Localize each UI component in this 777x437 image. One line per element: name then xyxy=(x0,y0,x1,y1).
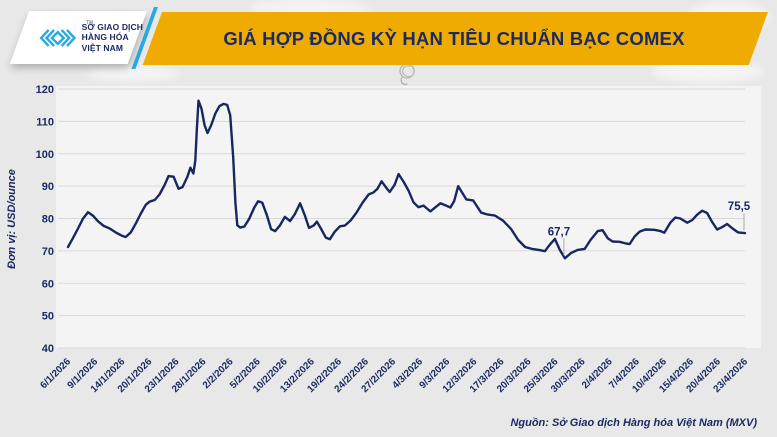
y-tick-label: 70 xyxy=(42,246,54,258)
mxv-logo-icon xyxy=(39,28,77,47)
y-tick-label: 90 xyxy=(42,181,54,193)
y-tick-label: 60 xyxy=(42,278,54,290)
title-banner: GIÁ HỢP ĐỒNG KỲ HẠN TIÊU CHUẨN BẠC COMEX xyxy=(142,12,768,65)
map-watermark-icon xyxy=(402,65,411,77)
mxv-logo: TM SỞ GIAO DỊCH HÀNG HÓA VIỆT NAM xyxy=(29,11,147,64)
y-tick-label: 40 xyxy=(42,343,54,355)
logo-text-line: VIỆT NAM xyxy=(81,42,124,53)
map-watermark-icon xyxy=(400,76,408,85)
y-tick-label: 80 xyxy=(42,214,54,226)
map-watermark xyxy=(652,60,764,82)
map-watermark xyxy=(88,66,180,81)
price-line xyxy=(66,99,747,260)
source-caption: Nguồn: Sở Giao dịch Hàng hóa Việt Nam (M… xyxy=(510,417,757,429)
mxv-logo-card: TM SỞ GIAO DỊCH HÀNG HÓA VIỆT NAM xyxy=(9,11,147,64)
logo-text: SỞ GIAO DỊCH HÀNG HÓA VIỆT NAM xyxy=(82,22,143,53)
trademark-symbol: TM xyxy=(86,20,94,26)
annotation-label: 67,7 xyxy=(548,226,570,238)
page-title: GIÁ HỢP ĐỒNG KỲ HẠN TIÊU CHUẨN BẠC COMEX xyxy=(223,27,685,49)
y-tick-label: 50 xyxy=(42,311,54,323)
logo-text-line: HÀNG HÓA xyxy=(81,32,129,43)
y-tick-label: 110 xyxy=(36,116,54,128)
plot-area xyxy=(56,86,761,348)
y-tick-label: 120 xyxy=(36,84,54,96)
y-axis-unit-label: Đơn vị: USD/ounce xyxy=(6,169,18,269)
y-tick-label: 100 xyxy=(36,149,54,161)
annotation-label: 75,5 xyxy=(728,201,751,213)
